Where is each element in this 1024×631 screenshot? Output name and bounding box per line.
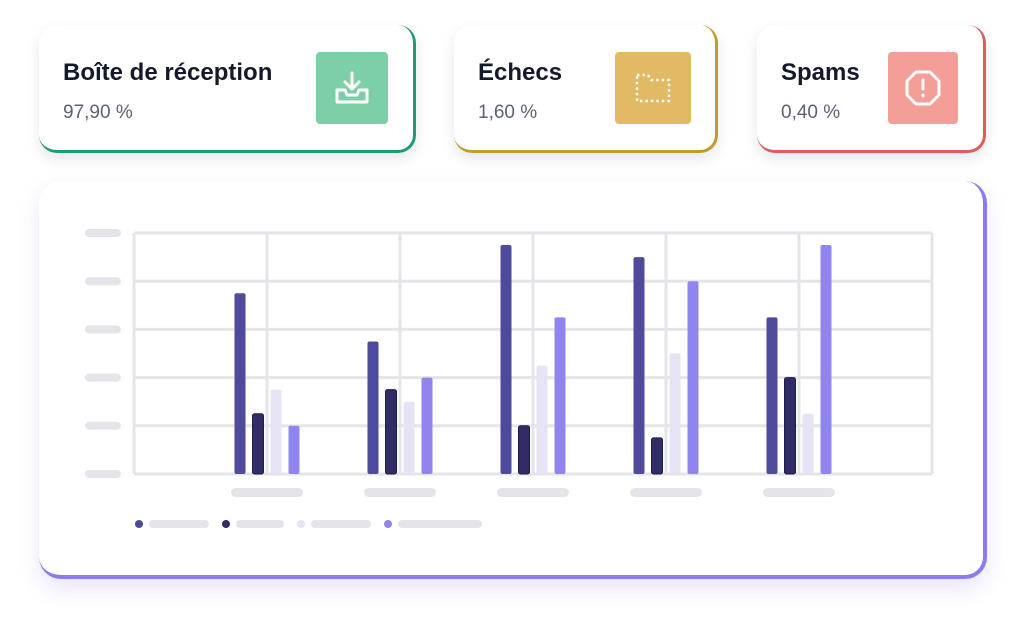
x-tick-placeholder bbox=[364, 488, 436, 497]
inbox-stat-card: Boîte de réception 97,90 % bbox=[39, 25, 416, 153]
dashed-folder-icon bbox=[635, 73, 671, 103]
bar bbox=[687, 281, 699, 474]
card-title: Échecs bbox=[478, 59, 563, 86]
y-tick-placeholder bbox=[85, 325, 121, 334]
bar bbox=[766, 317, 778, 474]
bar bbox=[554, 317, 566, 474]
failures-stat-card: Échecs 1,60 % bbox=[454, 25, 718, 153]
legend-marker bbox=[222, 520, 230, 528]
bar bbox=[536, 365, 548, 474]
spam-stat-card: Spams 0,40 % bbox=[757, 25, 986, 153]
card-title: Spams bbox=[781, 59, 860, 86]
card-icon-box bbox=[316, 52, 388, 124]
bar bbox=[500, 245, 512, 474]
legend-label-placeholder bbox=[311, 520, 371, 528]
bar bbox=[802, 413, 814, 474]
bar bbox=[385, 389, 397, 475]
bar bbox=[288, 425, 300, 474]
bar bbox=[270, 389, 282, 474]
bar-chart-card bbox=[39, 181, 987, 579]
bar bbox=[367, 341, 379, 474]
bar-chart bbox=[85, 229, 934, 528]
y-tick-placeholder bbox=[85, 277, 121, 286]
inbox-download-icon bbox=[335, 71, 369, 104]
legend-label-placeholder bbox=[149, 520, 209, 528]
y-tick-placeholder bbox=[85, 229, 121, 237]
x-tick-placeholder bbox=[497, 488, 569, 497]
card-value: 97,90 % bbox=[63, 102, 133, 123]
legend-marker bbox=[135, 520, 143, 528]
bar bbox=[518, 425, 530, 475]
x-tick-placeholder bbox=[763, 488, 835, 497]
bar bbox=[252, 413, 264, 475]
legend-marker bbox=[297, 520, 305, 528]
legend-label-placeholder bbox=[236, 520, 284, 528]
y-tick-placeholder bbox=[85, 470, 121, 478]
bar bbox=[421, 377, 433, 474]
card-title: Boîte de réception bbox=[63, 59, 273, 86]
card-icon-box bbox=[615, 52, 691, 124]
x-tick-placeholder bbox=[231, 488, 303, 497]
bar bbox=[669, 353, 681, 474]
card-icon-box bbox=[888, 52, 958, 124]
bar bbox=[651, 437, 663, 475]
bar bbox=[633, 257, 645, 474]
alert-octagon-icon bbox=[905, 70, 941, 106]
legend-marker bbox=[384, 520, 392, 528]
card-value: 0,40 % bbox=[781, 102, 841, 123]
bar bbox=[403, 401, 415, 474]
y-tick-placeholder bbox=[85, 373, 121, 382]
x-tick-placeholder bbox=[630, 488, 702, 497]
bar bbox=[784, 377, 796, 475]
legend-label-placeholder bbox=[398, 520, 482, 528]
y-tick-placeholder bbox=[85, 421, 121, 430]
card-value: 1,60 % bbox=[478, 102, 538, 123]
bar bbox=[234, 293, 246, 474]
bar bbox=[820, 245, 832, 474]
